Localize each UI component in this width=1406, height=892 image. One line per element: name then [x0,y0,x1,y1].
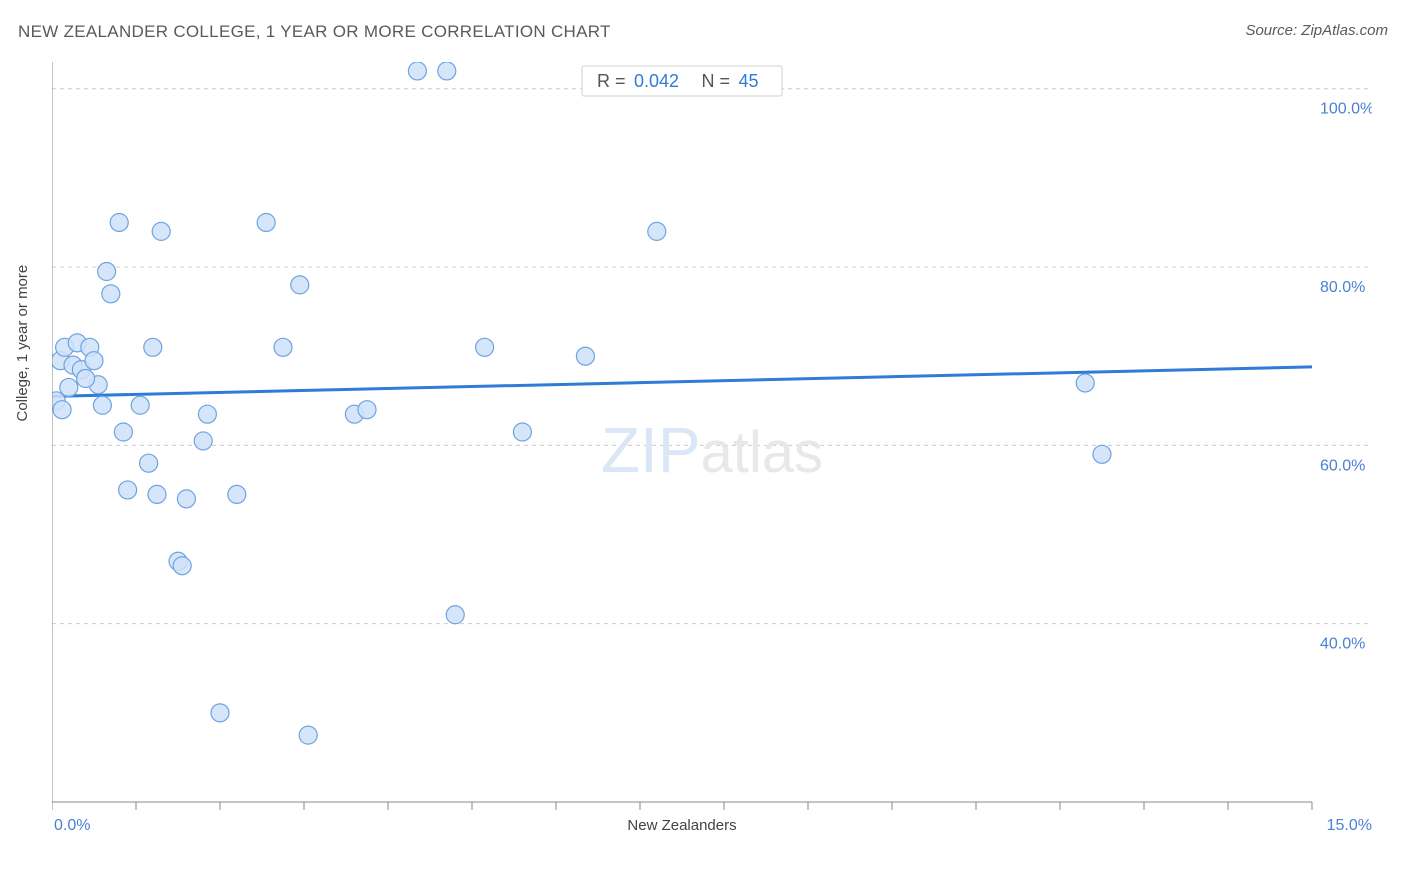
data-point [476,338,494,356]
svg-text:R = 0.042 N =: R = 0.042 N = 45 [597,71,758,91]
chart-svg: ZIPatlas 0.0% 15.0% 40.0% 60.0% 80.0% 100.0%… [52,62,1372,832]
y-tick-label: 40.0% [1320,636,1365,653]
data-point [291,276,309,294]
data-point [60,378,78,396]
y-tick-label: 100.0% [1320,101,1372,118]
data-point [228,485,246,503]
y-tick-label: 60.0% [1320,457,1365,474]
x-axis-label: New Zealanders [627,817,736,832]
data-point [85,352,103,370]
data-point [140,454,158,472]
data-point [198,405,216,423]
data-point [513,423,531,441]
y-tick-label: 80.0% [1320,279,1365,296]
data-point [119,481,137,499]
data-point [53,401,71,419]
data-point [1093,445,1111,463]
data-point [194,432,212,450]
trend-line [52,367,1312,396]
data-point [1076,374,1094,392]
data-point [77,370,95,388]
data-point [93,396,111,414]
data-point [152,222,170,240]
data-point [408,62,426,80]
data-point [576,347,594,365]
watermark: ZIPatlas [601,414,823,486]
data-point [148,485,166,503]
stats-box: R = 0.042 N = 45 [582,66,782,96]
chart-title: NEW ZEALANDER COLLEGE, 1 YEAR OR MORE CO… [18,22,611,41]
x-tick-label: 0.0% [54,817,90,832]
data-point [438,62,456,80]
data-point [177,490,195,508]
data-point [257,213,275,231]
data-point [274,338,292,356]
data-point [299,726,317,744]
data-point [131,396,149,414]
x-tick-label: 15.0% [1327,817,1372,832]
data-point [211,704,229,722]
y-axis-label: College, 1 year or more [14,265,31,422]
scatter-chart: ZIPatlas 0.0% 15.0% 40.0% 60.0% 80.0% 100.0%… [52,62,1372,832]
data-point [358,401,376,419]
data-point [110,213,128,231]
data-point [98,263,116,281]
data-point [173,557,191,575]
data-point [144,338,162,356]
data-point [102,285,120,303]
data-point [114,423,132,441]
source-attribution: Source: ZipAtlas.com [1245,22,1388,39]
data-point [446,606,464,624]
data-point [648,222,666,240]
